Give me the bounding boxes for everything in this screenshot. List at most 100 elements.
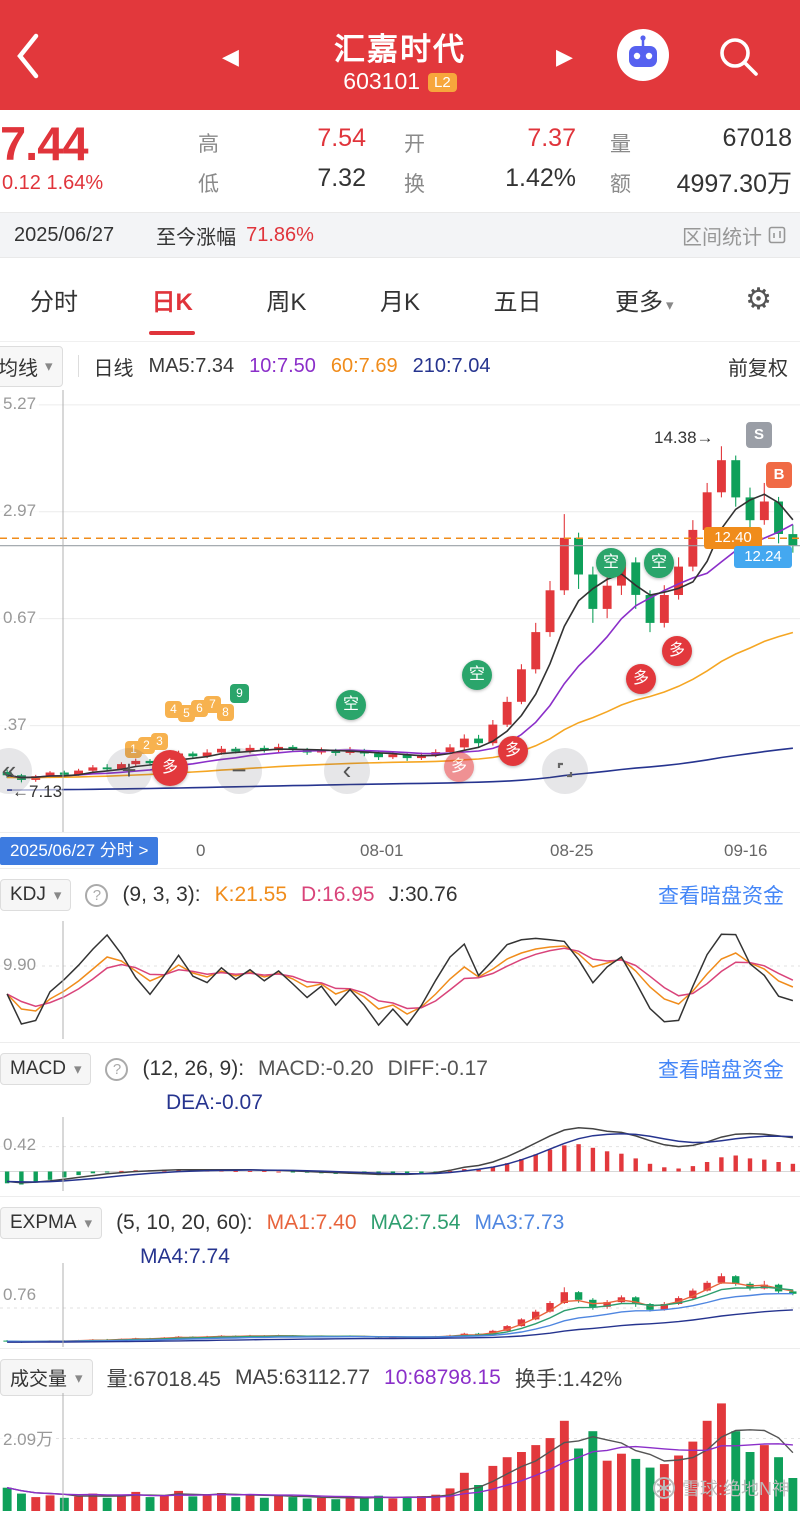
interval-stat-label: 区间统计 [682,226,762,249]
turnover-label: 换 [404,173,425,196]
volume-chart[interactable] [0,1393,800,1511]
expma-chart[interactable] [0,1263,800,1347]
expma-header: EXPMA ▾ (5, 10, 20, 60): MA1:7.40 MA2:7.5… [0,1197,800,1239]
stock-code: 603101 [343,68,421,94]
next-stock-icon[interactable]: ▶ [556,44,573,69]
expma-ma3: MA3:7.73 [474,1211,565,1234]
app-header: ◀ 汇嘉时代 603101 L2 ▶ [0,0,800,110]
interval-stat-icon [768,226,786,244]
zoom-in-button[interactable]: + [106,748,152,794]
low-value: 7.32 [317,164,366,192]
kdj-dropdown-label: KDJ [10,884,46,905]
long-signal-badge: 多 [662,636,692,666]
interval-stat-button[interactable]: 区间统计 [682,221,786,250]
adjust-mode-button[interactable]: 前复权 [728,357,788,380]
kline-chart[interactable] [0,390,800,832]
ma-period: 日线 [93,357,134,380]
expma-ma4: MA4:7.74 [140,1245,230,1268]
stock-code-row: 603101 L2 [0,68,800,95]
x-axis-label: 0 [196,841,206,860]
l2-badge: L2 [428,73,457,92]
low-label: 低 [198,173,219,196]
price-change: 0.12 1.64% [2,172,104,194]
prev-stock-icon[interactable]: ◀ [222,44,239,69]
open-value: 7.37 [527,124,576,152]
dark-pool-link[interactable]: 查看暗盘资金 [658,1059,784,1082]
signal-number-badge: 5 [178,705,195,722]
tab-weekly-k[interactable]: 周K [266,289,307,316]
tab-daily-k[interactable]: 日K [149,274,196,335]
expand-icon [557,762,573,778]
expma-params: (5, 10, 20, 60): [116,1211,253,1234]
kdj-d-value: D:16.95 [301,883,375,906]
kline-chart-panel[interactable]: 5.27 2.97 0.67 .37 14.38→ S B 12.40 12.2… [0,390,800,832]
diff-value: DIFF:-0.17 [387,1057,488,1080]
x-axis-label: 09-16 [724,841,768,860]
tab-more[interactable]: 更多 ▾ [613,274,676,325]
volume-dropdown[interactable]: 成交量 ▾ [0,1359,93,1396]
quote-panel: 7.44 0.12 1.64% 高 7.54 低 7.32 开 7.37 换 1… [0,110,800,212]
volume-value: 量:67018.45 [106,1367,221,1391]
ma10-value: 10:7.50 [249,354,316,377]
y-axis-label: 2.97 [0,501,40,521]
dark-pool-link[interactable]: 查看暗盘资金 [658,885,784,908]
peak-price-label: 14.38→ [654,428,714,447]
kdj-dropdown[interactable]: KDJ ▾ [0,879,72,911]
chevron-down-icon: ▾ [666,297,674,314]
kdj-header: KDJ ▾ ? (9, 3, 3): K:21.55 D:16.95 J:30.7… [0,869,800,911]
expma-ma1: MA1:7.40 [266,1211,357,1234]
range-pct: 71.86% [246,223,314,246]
y-axis-label: 5.27 [0,394,40,414]
volume-panel: 成交量 ▾ 量:67018.45 MA5:63112.77 10:68798.15… [0,1348,800,1513]
volume-ma10: 10:68798.15 [384,1365,501,1389]
latest-price-badge-blue: 12.24 [734,546,792,568]
expma-ma2: MA2:7.54 [370,1211,461,1234]
short-signal-badge: 空 [462,660,492,690]
back-icon[interactable] [10,28,46,84]
macd-params: (12, 26, 9): [142,1057,245,1080]
help-icon[interactable]: ? [105,1057,129,1081]
long-signal-badge: 多 [444,752,474,782]
tab-monthly-k[interactable]: 月K [379,289,420,316]
chart-settings-icon[interactable]: ⚙ [745,283,772,316]
range-date: 2025/06/27 [14,223,115,246]
expma-axis-label: 0.76 [0,1285,40,1305]
volume-header: 成交量 ▾ 量:67018.45 MA5:63112.77 10:68798.15… [0,1349,800,1396]
ma-dropdown[interactable]: 均线 ▾ [0,345,63,387]
search-icon[interactable] [712,30,764,82]
fullscreen-button[interactable] [542,748,588,794]
ma210-value: 210:7.04 [412,354,491,377]
kdj-chart[interactable] [0,921,800,1039]
tab-more-label: 更多 [615,289,664,316]
dea-value: DEA:-0.07 [166,1091,263,1114]
kdj-panel: KDJ ▾ ? (9, 3, 3): K:21.55 D:16.95 J:30.7… [0,868,800,1042]
macd-chart[interactable] [0,1117,800,1191]
range-label: 至今涨幅 [156,226,237,249]
tab-five-day[interactable]: 五日 [493,289,542,316]
short-signal-badge: 空 [336,690,366,720]
macd-axis-label: 0.42 [0,1135,40,1155]
pan-left-button[interactable]: ‹ [324,748,370,794]
long-signal-badge: 多 [152,750,188,786]
zoom-out-button[interactable]: − [216,748,262,794]
ma-info-bar: 均线 ▾ 日线 MA5:7.34 10:7.50 60:7.69 210:7.04… [0,342,800,390]
macd-dropdown[interactable]: MACD ▾ [0,1053,92,1085]
expma-header-line2: MA4:7.74 [0,1245,800,1269]
signal-number-badge: 7 [204,696,221,713]
expma-dropdown[interactable]: EXPMA ▾ [0,1207,103,1239]
help-icon[interactable]: ? [85,883,109,907]
chevron-down-icon: ▾ [84,1215,93,1232]
robot-assistant-icon[interactable] [616,28,670,82]
high-value: 7.54 [317,124,366,152]
active-tab-underline [149,331,196,335]
tab-daily-k-label: 日K [151,289,193,316]
y-axis-label: 0.67 [0,608,40,628]
crosshair-date-badge[interactable]: 2025/06/27 分时 > [0,837,159,865]
expma-panel: EXPMA ▾ (5, 10, 20, 60): MA1:7.40 MA2:7.5… [0,1196,800,1348]
chevron-down-icon: ▾ [75,1369,83,1387]
macd-header: MACD ▾ ? (12, 26, 9): MACD:-0.20 DIFF:-0.… [0,1043,800,1085]
tab-minute[interactable]: 分时 [30,289,78,316]
volume-ma5: MA5:63112.77 [234,1365,371,1389]
signal-number-badge: 1 [125,741,142,758]
y-axis-label: .37 [0,715,30,735]
